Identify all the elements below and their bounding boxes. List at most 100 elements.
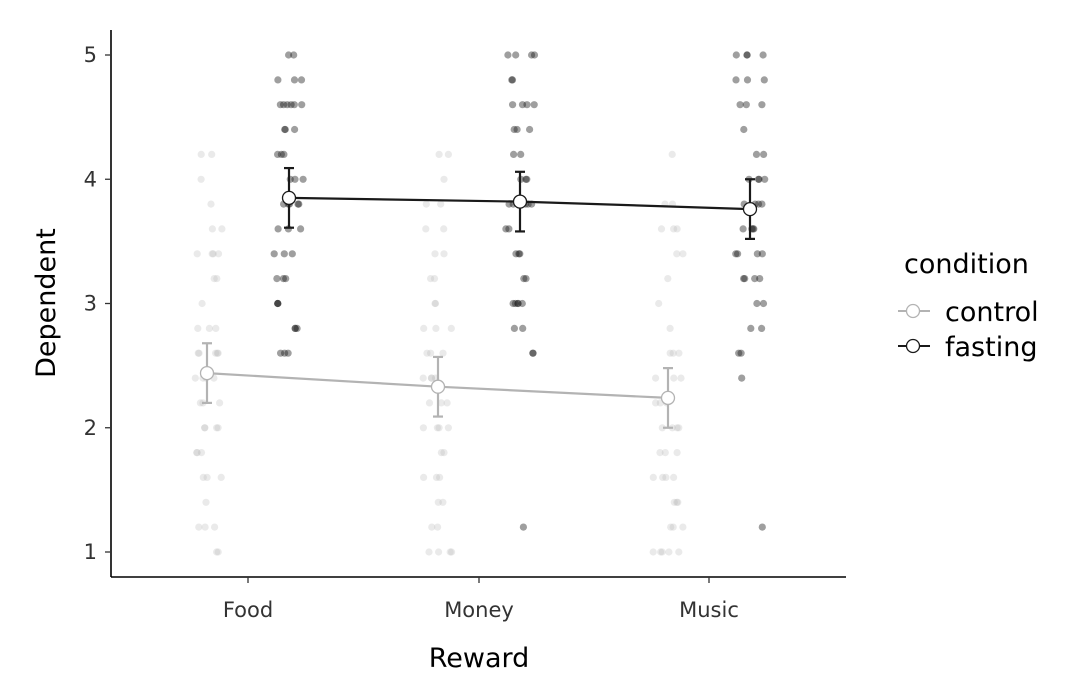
- data-point-fasting: [291, 175, 299, 183]
- data-point-fasting: [732, 51, 740, 59]
- data-point-control: [655, 299, 663, 308]
- data-point-control: [213, 548, 221, 556]
- data-point-fasting: [513, 125, 521, 134]
- data-point-control: [427, 374, 435, 382]
- data-point-fasting: [514, 299, 522, 308]
- data-point-control: [194, 349, 202, 357]
- data-point-control: [193, 449, 201, 457]
- data-point-fasting: [274, 225, 282, 233]
- data-point-fasting: [282, 275, 290, 283]
- data-point-control: [198, 299, 206, 308]
- data-point-fasting: [280, 150, 288, 158]
- y-tick-label: 2: [84, 416, 97, 440]
- data-point-control: [666, 349, 674, 357]
- data-point-fasting: [756, 275, 764, 283]
- data-point-control: [214, 424, 222, 432]
- data-point-fasting: [518, 299, 526, 308]
- data-point-fasting: [523, 101, 531, 109]
- x-axis-title: Reward: [429, 643, 530, 674]
- data-point-control: [652, 374, 660, 382]
- legend-item-control: control: [898, 297, 1039, 328]
- mean-marker-control: [430, 379, 446, 394]
- mean-marker-control: [660, 390, 676, 406]
- data-point-control: [213, 424, 221, 432]
- data-point-fasting: [747, 324, 755, 332]
- data-point-fasting: [739, 225, 747, 233]
- data-point-fasting: [273, 275, 281, 283]
- data-point-control: [658, 424, 666, 432]
- data-point-fasting: [758, 523, 766, 531]
- data-point-fasting: [502, 225, 510, 233]
- data-point-control: [435, 424, 443, 432]
- data-point-fasting: [734, 250, 742, 258]
- data-point-control: [446, 548, 454, 556]
- data-point-control: [448, 548, 456, 556]
- data-point-control: [208, 150, 216, 158]
- y-ticks: 1 2 3 4 5: [84, 43, 111, 564]
- data-point-fasting: [509, 150, 518, 158]
- data-point-control: [420, 473, 428, 481]
- data-point-fasting: [288, 250, 296, 258]
- data-point-fasting: [285, 51, 293, 59]
- data-point-fasting: [281, 349, 289, 357]
- data-point-fasting: [510, 125, 518, 134]
- data-point-control: [210, 275, 218, 283]
- data-point-control: [431, 299, 439, 308]
- data-point-control: [669, 523, 677, 531]
- data-point-control: [670, 473, 678, 481]
- data-point-control: [212, 324, 220, 332]
- data-point-fasting: [758, 101, 766, 109]
- legend-label-fasting: fasting: [945, 332, 1037, 363]
- mean-marker-control: [199, 365, 215, 381]
- data-point-control: [209, 250, 217, 258]
- data-point-fasting: [740, 125, 748, 134]
- data-point-control: [205, 324, 213, 332]
- data-point-control: [197, 175, 205, 183]
- x-ticks: Food Money Music: [223, 577, 739, 622]
- data-point-fasting: [519, 523, 528, 531]
- data-point-control: [439, 349, 447, 357]
- data-point-control: [428, 374, 436, 382]
- data-point-control: [668, 150, 676, 158]
- data-point-control: [670, 374, 678, 382]
- data-point-fasting: [274, 299, 282, 308]
- data-point-control: [659, 473, 667, 481]
- data-point-fasting: [274, 299, 282, 308]
- data-point-control: [437, 449, 445, 457]
- data-point-control: [427, 275, 435, 283]
- y-tick-label: 3: [84, 292, 97, 316]
- data-point-fasting: [518, 101, 527, 109]
- data-point-control: [434, 523, 442, 531]
- data-point-fasting: [753, 299, 761, 308]
- data-point-fasting: [299, 175, 307, 183]
- data-point-fasting: [740, 275, 748, 283]
- data-point-control: [675, 349, 683, 357]
- data-point-fasting: [505, 225, 513, 233]
- data-point-control: [437, 200, 445, 208]
- legend: condition control fasting: [898, 249, 1039, 363]
- data-point-control: [419, 424, 427, 432]
- data-point-control: [434, 498, 442, 506]
- data-point-fasting: [295, 200, 303, 208]
- data-point-fasting: [760, 76, 768, 84]
- data-point-control: [430, 275, 439, 283]
- data-point-control: [207, 200, 215, 208]
- data-point-fasting: [290, 51, 298, 59]
- mean-marker-fasting: [281, 190, 297, 206]
- data-point-control: [440, 175, 448, 183]
- data-point-control: [673, 225, 681, 233]
- data-point-control: [674, 498, 682, 506]
- data-point-control: [193, 449, 201, 457]
- data-point-fasting: [280, 250, 288, 258]
- data-point-fasting: [514, 299, 522, 308]
- axes: 1 2 3 4 5 Food Money Music: [84, 30, 846, 622]
- data-point-control: [427, 349, 435, 357]
- data-point-control: [664, 275, 672, 283]
- legend-key-marker-control: [905, 303, 921, 319]
- data-point-fasting: [758, 200, 766, 208]
- data-point-control: [201, 523, 209, 531]
- data-point-control: [662, 473, 670, 481]
- data-point-fasting: [508, 76, 516, 84]
- mean-marker-fasting: [742, 201, 758, 217]
- data-point-fasting: [297, 76, 306, 84]
